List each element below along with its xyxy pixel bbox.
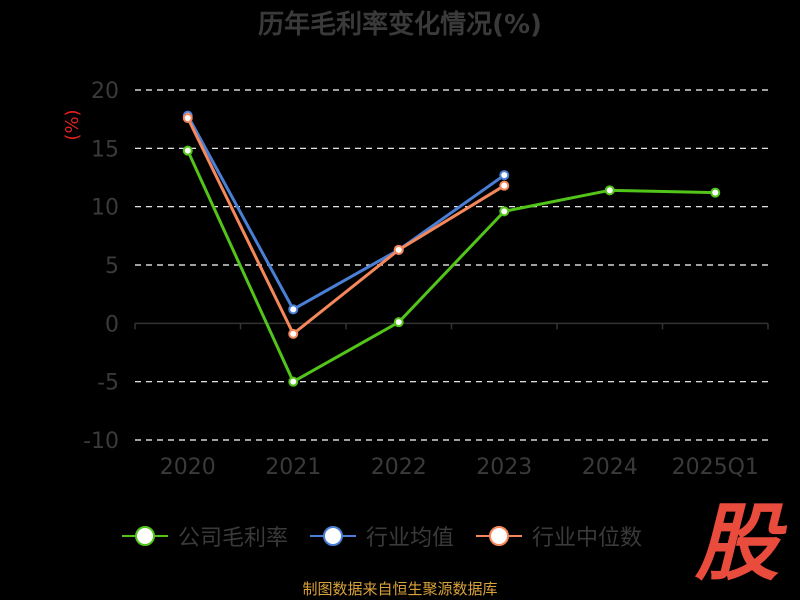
y-tick-label: 10 bbox=[91, 196, 119, 221]
legend-label-industry-median: 行业中位数 bbox=[532, 526, 643, 551]
series-line-2 bbox=[186, 117, 506, 337]
chart-title: 历年毛利率变化情况(%) bbox=[258, 10, 542, 40]
y-tick-label: 5 bbox=[105, 254, 119, 279]
legend-item-industry-median[interactable]: 行业中位数 bbox=[474, 520, 642, 552]
series-line-1 bbox=[186, 114, 506, 312]
data-point-2 bbox=[499, 180, 510, 191]
source-footer: 制图数据来自恒生聚源数据库 bbox=[302, 580, 498, 598]
y-tick-label: -5 bbox=[97, 371, 119, 396]
x-tick-label: 2024 bbox=[582, 455, 638, 480]
data-point-0 bbox=[182, 145, 193, 156]
x-tick-label: 2021 bbox=[265, 455, 321, 480]
y-tick-label: 0 bbox=[105, 312, 119, 337]
data-point-0 bbox=[710, 187, 721, 198]
series-line-0 bbox=[186, 150, 716, 384]
y-tick-label: 15 bbox=[91, 137, 119, 162]
data-point-0 bbox=[393, 317, 404, 328]
data-point-2 bbox=[393, 244, 404, 255]
brand-logo: 股 bbox=[694, 494, 779, 592]
y-tick-label: 20 bbox=[91, 79, 119, 104]
legend-label-company: 公司毛利率 bbox=[178, 526, 289, 551]
data-point-0 bbox=[604, 185, 615, 196]
legend-item-industry-mean[interactable]: 行业均值 bbox=[308, 520, 454, 552]
x-tick-label: 2023 bbox=[476, 455, 532, 480]
data-point-2 bbox=[288, 328, 299, 339]
data-point-0 bbox=[288, 376, 299, 387]
legend-marker-company bbox=[122, 526, 168, 546]
data-point-1 bbox=[499, 170, 510, 181]
y-tick-label: -10 bbox=[83, 429, 119, 454]
legend-marker-industry-median bbox=[476, 526, 523, 546]
legend-marker-industry-mean bbox=[310, 526, 357, 546]
x-tick-label: 2025Q1 bbox=[672, 455, 759, 480]
legend-label-industry-mean: 行业均值 bbox=[366, 526, 455, 551]
data-point-1 bbox=[288, 304, 299, 315]
data-point-2 bbox=[182, 113, 193, 123]
data-point-0 bbox=[499, 206, 510, 217]
x-tick-label: 2022 bbox=[371, 455, 427, 480]
x-tick-label: 2020 bbox=[160, 455, 216, 480]
y-axis-label: (%) bbox=[62, 109, 83, 140]
legend: 公司毛利率 行业均值 行业中位数 bbox=[120, 520, 642, 552]
legend-item-company[interactable]: 公司毛利率 bbox=[120, 520, 288, 552]
